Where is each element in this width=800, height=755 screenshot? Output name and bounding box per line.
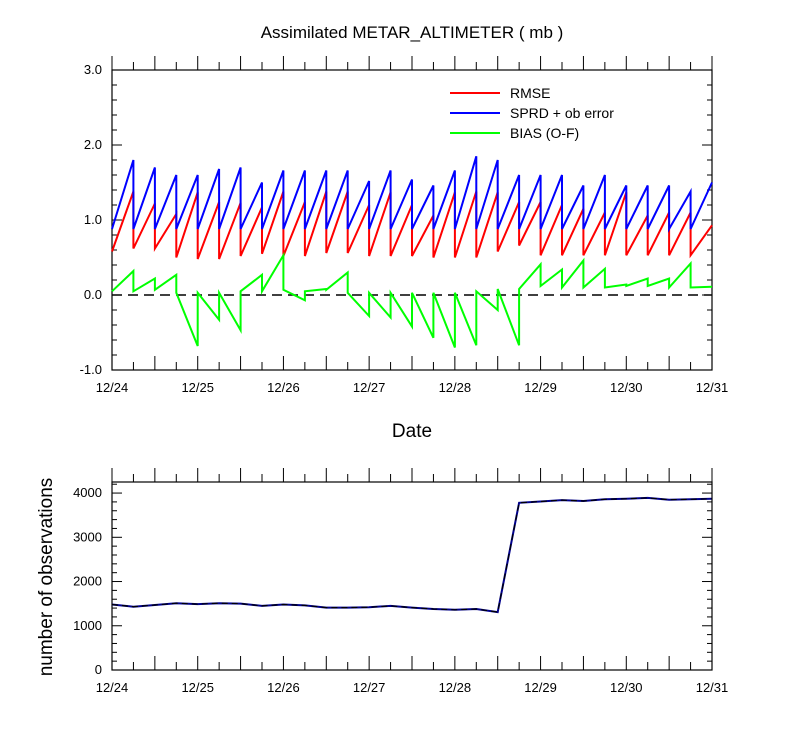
y-tick-label: -1.0 — [80, 362, 102, 377]
y-tick-label: 0.0 — [84, 287, 102, 302]
top-plot-area: 12/24 12/25 12/26 12/27 12/28 12/29 12/30 12/31… — [80, 56, 729, 395]
y-tick-label: 0 — [95, 662, 102, 677]
plot-frame — [111, 481, 713, 671]
chart-title: Assimilated METAR_ALTIMETER ( mb ) — [261, 23, 564, 42]
x-tick-label: 12/27 — [353, 380, 386, 395]
y-tick-label: 3.0 — [84, 62, 102, 77]
x-tick-label: 12/29 — [524, 680, 557, 695]
y-axis-title-observations: number of observations — [36, 478, 57, 677]
x-tick-label: 12/28 — [439, 680, 472, 695]
x-tick-label: 12/24 — [96, 680, 129, 695]
y-tick-label: 1000 — [73, 618, 102, 633]
x-tick-label: 12/25 — [181, 380, 214, 395]
x-tick-label: 12/25 — [181, 680, 214, 695]
x-tick-label: 12/30 — [610, 680, 643, 695]
series-line-observations — [111, 496, 713, 614]
y-tick-label: 2.0 — [84, 137, 102, 152]
x-tick-label: 12/27 — [353, 680, 386, 695]
legend-label: RMSE — [510, 85, 550, 101]
y-tick-label: 4000 — [73, 485, 102, 500]
x-tick-label: 12/24 — [96, 380, 129, 395]
x-axis-title: Date — [392, 421, 432, 442]
series-line-bias-o-f- — [111, 251, 713, 348]
series-line-sprd-ob-error — [111, 156, 713, 233]
y-tick-label: 2000 — [73, 574, 102, 589]
x-tick-label: 12/26 — [267, 680, 300, 695]
legend-label: BIAS (O-F) — [510, 125, 579, 141]
x-tick-label: 12/29 — [524, 380, 557, 395]
x-tick-label: 12/28 — [439, 380, 472, 395]
bottom-plot-area: 12/24 12/25 12/26 12/27 12/28 12/29 12/30 12/31… — [73, 468, 728, 695]
x-tick-label: 12/30 — [610, 380, 643, 395]
legend-label: SPRD + ob error — [510, 105, 614, 121]
x-tick-label: 12/31 — [696, 680, 729, 695]
x-tick-label: 12/26 — [267, 380, 300, 395]
y-tick-label: 3000 — [73, 529, 102, 544]
y-tick-label: 1.0 — [84, 212, 102, 227]
series-line-overlay — [111, 497, 713, 613]
x-tick-label: 12/31 — [696, 380, 729, 395]
